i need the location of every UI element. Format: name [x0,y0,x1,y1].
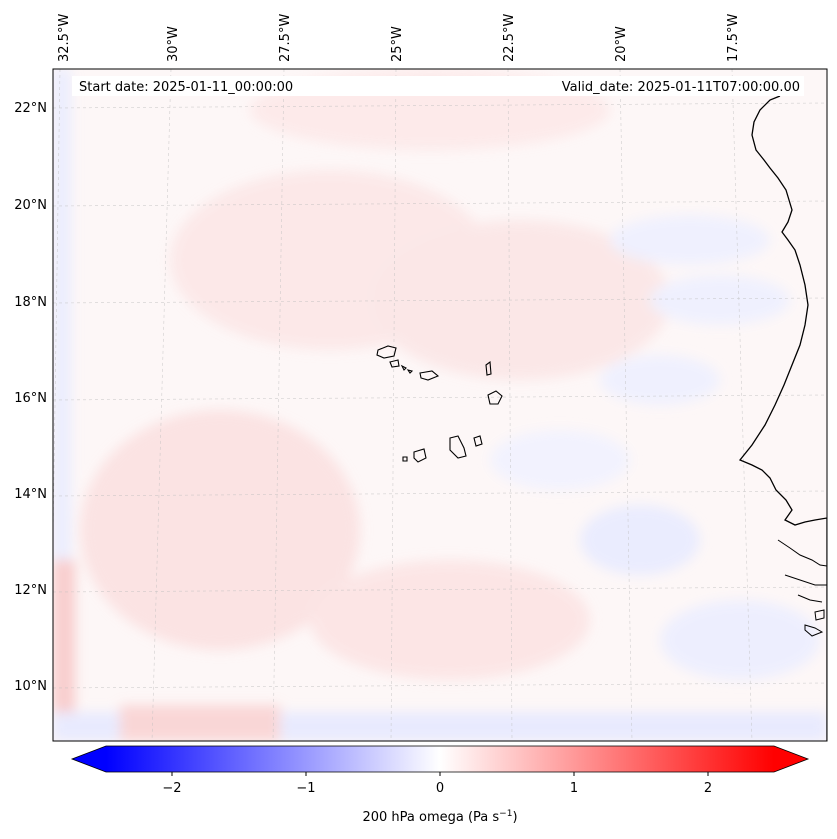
omega-field [53,69,827,741]
lon-label: 20°W [614,26,629,62]
lon-label: 32.5°W [57,14,72,62]
colorbar-body [106,746,774,772]
lon-label: 17.5°W [726,14,741,62]
lon-label: 22.5°W [502,14,517,62]
cape-verde-islands [376,345,503,463]
longitude-labels: 32.5°W 30°W 27.5°W 25°W 22.5°W 20°W 17.5… [57,14,741,62]
lat-label: 22°N [14,101,47,116]
colorbar-tick: 2 [704,781,712,796]
colorbar-max-arrow [774,746,808,772]
start-date-label: Start date: 2025-01-11_00:00:00 [79,80,293,95]
graticule [53,69,827,741]
colorbar-tick: −2 [162,781,181,796]
lat-label: 18°N [14,295,47,310]
colorbar-label: 200 hPa omega (Pa s−1) [362,809,517,825]
lon-label: 27.5°W [278,14,293,62]
colorbar-tick: −1 [296,781,315,796]
colorbar-min-arrow [72,746,106,772]
colorbar: −2 −1 0 1 2 200 hPa omega (Pa s−1) [70,745,810,825]
valid-date-label: Valid_date: 2025-01-11T07:00:00.00 [562,80,800,95]
lat-label: 10°N [14,679,47,694]
lat-label: 20°N [14,198,47,213]
header-band [72,76,804,96]
africa-coastline [738,95,827,741]
lat-label: 16°N [14,391,47,406]
lat-label: 14°N [14,487,47,502]
colorbar-tick: 1 [570,781,578,796]
latitude-labels: 22°N 20°N 18°N 16°N 14°N 12°N 10°N [14,101,47,694]
lon-label: 30°W [166,26,181,62]
lat-label: 12°N [14,583,47,598]
map-frame [52,68,828,742]
lon-label: 25°W [390,26,405,62]
colorbar-tick: 0 [436,781,444,796]
